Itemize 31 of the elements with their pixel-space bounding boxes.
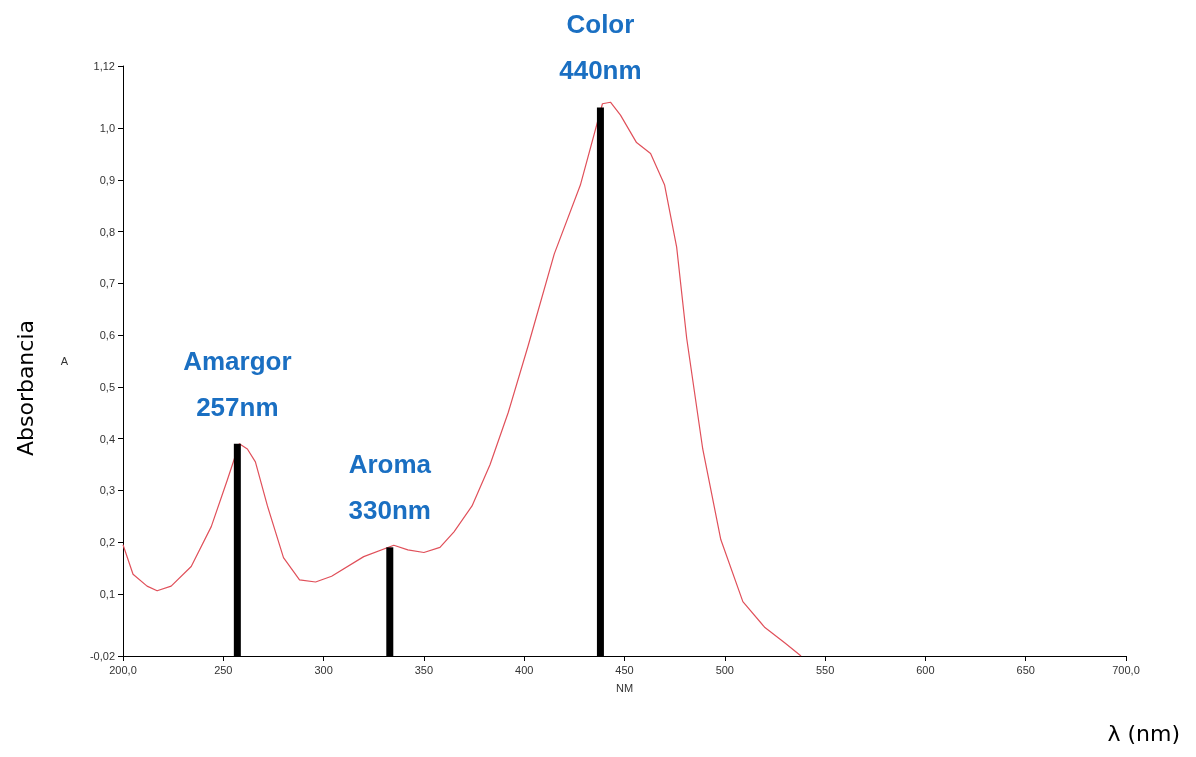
x-tick-label: 550	[815, 663, 835, 676]
y-tick-label: 0,4	[99, 432, 115, 445]
x-tick-label: 650	[1016, 663, 1035, 676]
y-tick-label: 1,0	[99, 122, 115, 135]
annotation: Amargor 257nm	[183, 345, 292, 422]
y-tick-label: 0,3	[99, 484, 115, 497]
x-tick-label: 250	[214, 663, 233, 676]
annotation: Color 440nm	[559, 9, 642, 86]
x-tick-label: 450	[615, 663, 634, 676]
x-tick-label: 400	[515, 663, 534, 676]
y-tick-label: 0,2	[99, 536, 115, 549]
y-tick-label: 0,1	[99, 587, 115, 600]
y-tick-label: 0,6	[99, 329, 115, 342]
y-tick-label: 0,8	[99, 225, 115, 238]
text: λ (nm)	[1107, 720, 1181, 746]
x-tick-label: 200,0	[109, 663, 137, 676]
y-tick-label: 1,12	[93, 60, 115, 72]
x-tick-label: 300	[314, 663, 333, 676]
text: Absorbancia	[12, 320, 38, 457]
y-tick-label: 0,7	[99, 277, 115, 290]
line-series	[122, 101, 802, 657]
x-tick-label: 500	[715, 663, 734, 676]
x-tick-label: 600	[916, 663, 935, 676]
x-axis-title: NM	[615, 681, 634, 694]
x-tick-label: 700,0	[1112, 663, 1140, 676]
y-tick-label: 0,9	[99, 173, 115, 186]
y-axis-title: A	[60, 355, 69, 367]
y-tick-label: -0,02	[89, 650, 115, 662]
x-tick-label: 350	[414, 663, 434, 676]
y-tick-label: 0,5	[99, 380, 115, 393]
annotation: Aroma 330nm	[348, 449, 432, 526]
